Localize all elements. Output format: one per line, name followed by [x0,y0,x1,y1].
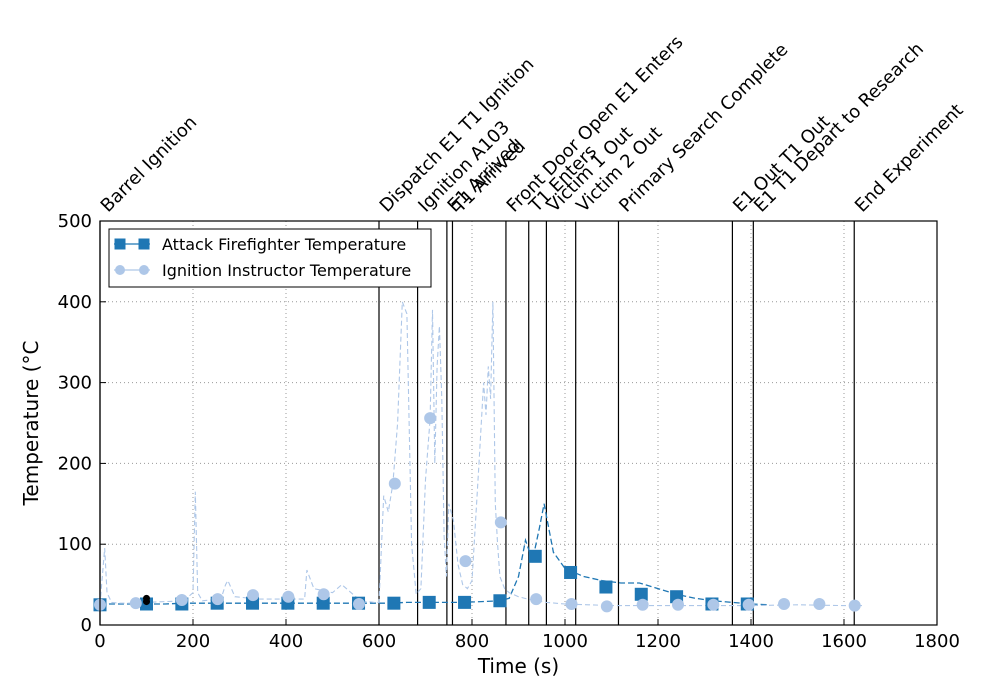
x-tick-label: 200 [176,631,210,652]
ignition-instructor-point [671,598,684,611]
attack-firefighter-point [599,580,613,594]
x-axis-title: Time (s) [477,654,559,678]
x-tick-label: 800 [455,631,489,652]
x-tick-label: 1400 [728,631,774,652]
x-tick-label: 1800 [914,631,960,652]
ignition-instructor-point [246,589,259,602]
event-labels: Barrel Ignition Dispatch E1 T1 IgnitionIg… [97,32,968,217]
attack-firefighter-point [458,595,472,609]
x-tick-label: 0 [94,631,105,652]
attack-firefighter-point [422,595,436,609]
ignition-instructor-point [813,597,826,610]
ignition-instructor-point [600,600,613,613]
ignition-instructor-point [282,590,295,603]
y-tick-label: 100 [58,534,92,555]
x-tick-label: 1200 [635,631,681,652]
attack-firefighter-point [493,594,507,608]
ignition-instructor-point [424,412,437,425]
ignition-instructor-point [494,516,507,529]
ignition-instructor-point [778,597,791,610]
ignition-instructor-point [129,597,142,610]
ignition-instructor-point [707,598,720,611]
series-markers [93,412,861,613]
ignition-instructor-point [742,598,755,611]
ignition-instructor-point [848,599,861,612]
event-label: Barrel Ignition [97,112,202,217]
x-tick-label: 1600 [821,631,867,652]
ignition-instructor-point [459,555,472,568]
attack-firefighter-point [528,549,542,563]
ignition-instructor-point [388,477,401,490]
event-label: End Experiment [851,100,968,217]
x-tick-label: 1000 [542,631,588,652]
event-markers [99,221,855,625]
legend-label: Attack Firefighter Temperature [162,235,406,254]
ignition-instructor-point [175,593,188,606]
ignition-instructor-point [317,588,330,601]
attack-firefighter-point [387,596,401,610]
y-tick-label: 500 [58,211,92,232]
y-axis-title: Temperature (°C [19,341,43,507]
legend-box [108,228,432,288]
attack-firefighter-point [564,565,578,579]
x-tick-label: 600 [362,631,396,652]
ignition-instructor-point [353,597,366,610]
x-tick-label: 400 [269,631,303,652]
event-label: E1 Out T1 Out [729,111,834,216]
ignition-instructor-point [530,593,543,606]
legend-marker [114,238,126,250]
plot-frame [99,220,938,626]
axis-ticks: 0 200 400 600 800 1000 1200 1400 1600 1800 0 100 200… [58,211,960,652]
series-line-ignition-instructor [99,301,863,607]
legend-marker [115,265,125,275]
y-tick-label: 400 [58,292,92,313]
legend: Attack Firefighter Temperature Ignition I… [108,228,432,288]
legend-marker [139,265,149,275]
legend-label: Ignition Instructor Temperature [162,261,411,280]
attack-firefighter-point [634,587,648,601]
y-tick-label: 200 [58,453,92,474]
y-tick-label: 0 [81,615,92,636]
series-line-attack-firefighter [99,503,770,606]
series-lines [99,301,863,607]
y-tick-label: 300 [58,373,92,394]
ignition-instructor-point [565,597,578,610]
ignition-instructor-point [636,598,649,611]
ignition-instructor-point [211,593,224,606]
extra-point [143,598,150,606]
legend-marker [138,238,150,250]
